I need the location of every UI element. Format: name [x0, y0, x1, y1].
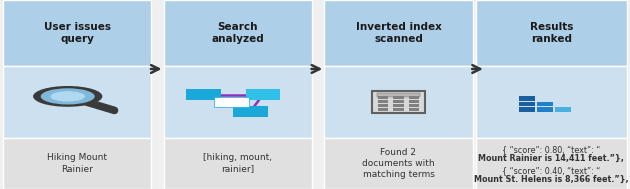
Bar: [518, 102, 534, 106]
Text: Results
ranked: Results ranked: [530, 22, 573, 44]
FancyBboxPatch shape: [324, 0, 472, 66]
Text: User issues
query: User issues query: [43, 22, 111, 44]
Bar: [377, 93, 420, 97]
FancyBboxPatch shape: [476, 0, 627, 66]
Bar: [372, 91, 425, 113]
Circle shape: [33, 86, 102, 107]
FancyBboxPatch shape: [164, 0, 312, 66]
FancyBboxPatch shape: [476, 66, 627, 138]
Bar: [246, 89, 280, 100]
Bar: [537, 102, 553, 106]
FancyBboxPatch shape: [164, 66, 312, 138]
FancyBboxPatch shape: [164, 138, 312, 189]
Bar: [518, 107, 534, 112]
Bar: [409, 96, 419, 99]
Bar: [214, 97, 249, 107]
Bar: [233, 106, 268, 117]
Text: Found 2
documents with
matching terms: Found 2 documents with matching terms: [362, 148, 435, 179]
Text: [hiking, mount,
rainier]: [hiking, mount, rainier]: [203, 153, 272, 174]
Circle shape: [50, 91, 85, 102]
Bar: [409, 108, 419, 111]
FancyBboxPatch shape: [324, 138, 472, 189]
Bar: [378, 96, 388, 99]
Bar: [409, 104, 419, 107]
Bar: [186, 89, 220, 100]
FancyBboxPatch shape: [3, 66, 151, 138]
Text: { “score”: 0.80, “text”: “: { “score”: 0.80, “text”: “: [502, 145, 600, 154]
Bar: [537, 107, 553, 112]
Bar: [393, 100, 404, 103]
FancyBboxPatch shape: [3, 138, 151, 189]
Text: Mount St. Helens is 8,366 feet.”},: Mount St. Helens is 8,366 feet.”},: [474, 175, 629, 184]
Bar: [378, 104, 388, 107]
Text: Mount Rainier is 14,411 feet.”},: Mount Rainier is 14,411 feet.”},: [478, 154, 624, 163]
FancyBboxPatch shape: [3, 0, 151, 66]
Bar: [393, 104, 404, 107]
Bar: [393, 96, 404, 99]
Text: Inverted index
scanned: Inverted index scanned: [355, 22, 442, 44]
Bar: [518, 96, 534, 101]
Bar: [378, 100, 388, 103]
Text: Hiking Mount
Rainier: Hiking Mount Rainier: [47, 153, 107, 174]
Text: { “score”: 0.40, “text”: “: { “score”: 0.40, “text”: “: [502, 166, 600, 175]
Bar: [556, 107, 571, 112]
Text: Search
analyzed: Search analyzed: [212, 22, 264, 44]
FancyBboxPatch shape: [324, 66, 472, 138]
Bar: [378, 108, 388, 111]
Bar: [409, 100, 419, 103]
Bar: [393, 108, 404, 111]
FancyBboxPatch shape: [476, 138, 627, 189]
Circle shape: [41, 88, 94, 105]
